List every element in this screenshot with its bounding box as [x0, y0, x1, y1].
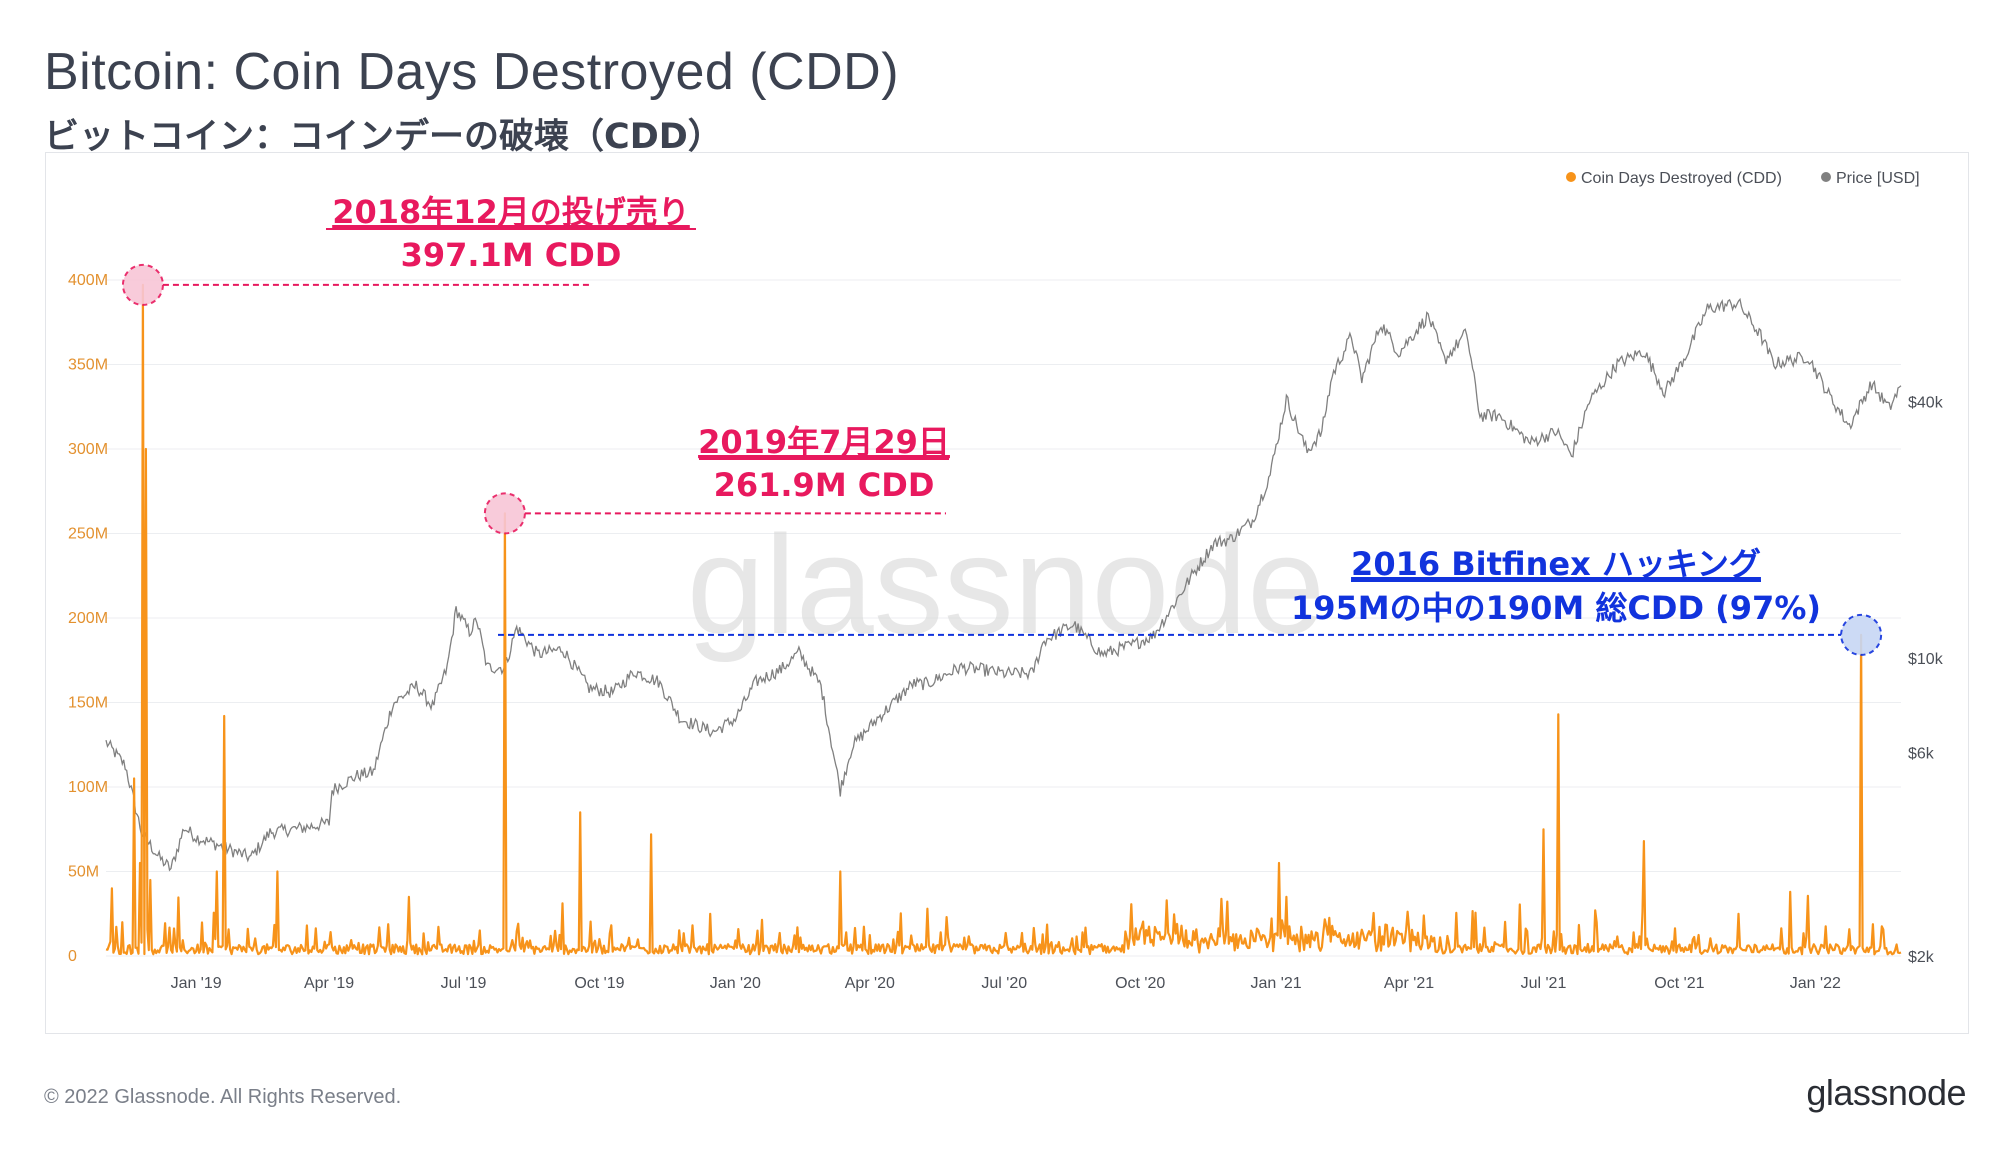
chart-subtitle: ビットコイン：コインデーの破壊（CDD） [44, 117, 723, 157]
y-tick-label: 0 [68, 948, 77, 965]
brand-logo: glassnode [1806, 1072, 1966, 1113]
y-tick-label: 400M [68, 272, 108, 289]
y-axis-left: 0 50M 100M 150M 200M 250M 300M 350M 400M [68, 272, 108, 965]
y-tick-label: 150M [68, 695, 108, 712]
x-tick-label: Oct '19 [574, 975, 624, 992]
y-tick-label: 50M [68, 864, 99, 881]
annotation-line2: 261.9M CDD [714, 466, 935, 504]
annotation-line1: 2016 Bitfinex ハッキング [1351, 545, 1761, 583]
annotation-line1: 2019年7月29日 [698, 423, 950, 461]
annotation-marker [483, 492, 526, 535]
y-tick-label: 350M [68, 357, 108, 374]
copyright-text: © 2022 Glassnode. All Rights Reserved. [44, 1086, 402, 1108]
legend-marker [1566, 172, 1576, 182]
y-tick-label: 100M [68, 779, 108, 796]
legend-label: Coin Days Destroyed (CDD) [1581, 170, 1782, 187]
cdd-line [105, 283, 1902, 956]
y-tick-label: 200M [68, 610, 108, 627]
annotation-marker [1840, 613, 1883, 656]
x-tick-label: Jan '22 [1790, 975, 1841, 992]
annotations: 2018年12月の投げ売り 397.1M CDD 2019年7月29日 261.9M … [121, 193, 1883, 656]
chart-frame: glassnode 0 50M 100M 150M 200M 250M 300M 350M 40… [45, 152, 1969, 1034]
x-axis: Jan '19 Apr '19 Jul '19 Oct '19 Jan '20 Apr '… [171, 975, 1841, 992]
x-tick-label: Jan '19 [171, 975, 222, 992]
legend-marker [1821, 172, 1831, 182]
y-right-tick-label: $10k [1908, 651, 1944, 668]
annotation-marker [121, 263, 164, 306]
price-series [105, 297, 1902, 872]
y-tick-label: 300M [68, 441, 108, 458]
legend: Coin Days Destroyed (CDD) Price [USD] [1566, 170, 1920, 187]
y-right-tick-label: $6k [1908, 746, 1935, 763]
x-tick-label: Apr '21 [1384, 975, 1434, 992]
x-tick-label: Jan '20 [710, 975, 761, 992]
annotation-line2: 195Mの中の190M 総CDD (97%) [1291, 589, 1821, 627]
x-tick-label: Apr '19 [304, 975, 354, 992]
cdd-series [105, 283, 1902, 956]
x-tick-label: Oct '21 [1654, 975, 1704, 992]
price-line [105, 297, 1902, 872]
x-tick-label: Jan '21 [1251, 975, 1302, 992]
annotation-line1: 2018年12月の投げ売り [332, 193, 690, 231]
legend-label: Price [USD] [1836, 170, 1920, 187]
chart-title: Bitcoin: Coin Days Destroyed (CDD) [44, 43, 900, 101]
y-axis-right: $2k $6k $10k $40k [1908, 394, 1944, 966]
x-tick-label: Jul '20 [981, 975, 1027, 992]
watermark: glassnode [687, 506, 1325, 663]
cdd-chart: glassnode 0 50M 100M 150M 200M 250M 300M 350M 40… [68, 170, 1944, 992]
annotation-line2: 397.1M CDD [401, 236, 622, 274]
x-tick-label: Jul '19 [441, 975, 487, 992]
x-tick-label: Apr '20 [845, 975, 895, 992]
x-tick-label: Jul '21 [1521, 975, 1567, 992]
y-tick-label: 250M [68, 526, 108, 543]
x-tick-label: Oct '20 [1115, 975, 1165, 992]
y-right-tick-label: $40k [1908, 394, 1944, 411]
grid-lines [106, 279, 1901, 957]
y-right-tick-label: $2k [1908, 949, 1935, 966]
